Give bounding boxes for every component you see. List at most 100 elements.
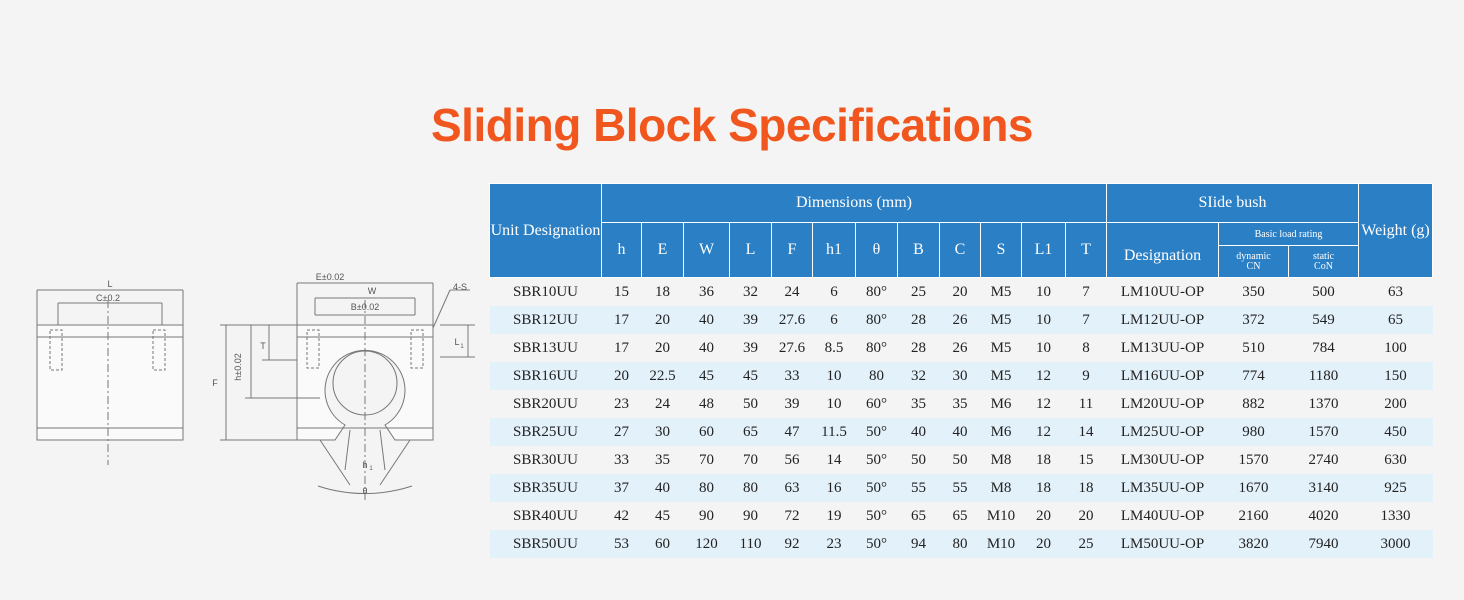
header-dim-h1: h1	[812, 222, 856, 278]
cell-weight: 100	[1384, 339, 1407, 356]
cell-theta: 80°	[866, 339, 887, 356]
cell-weight: 630	[1384, 451, 1407, 468]
cell-C: 65	[952, 507, 968, 524]
cell-S: M5	[980, 306, 1022, 334]
cell-h1: 14	[826, 451, 842, 468]
cell-h: 53	[601, 530, 642, 558]
header-dim-C: C	[939, 222, 981, 278]
cell-B: 28	[897, 306, 940, 334]
cell-theta: 80	[855, 362, 898, 390]
cell-T: 11	[1078, 395, 1094, 412]
cell-C: 20	[952, 283, 968, 300]
cell-designation: LM40UU-OP	[1120, 507, 1205, 524]
cell-E: 20	[655, 339, 670, 356]
table-row: SBR30UU 33 35 70 70 56 14 50° 50 50 M8 18 15 LM30UU-O…	[490, 446, 1433, 474]
cell-T: 14	[1065, 418, 1107, 446]
cell-F: 63	[771, 474, 813, 502]
cell-F: 47	[771, 418, 813, 446]
dim-C-label: C±0.2	[96, 293, 120, 303]
cell-S: M10	[986, 507, 1016, 524]
cell-L1: 20	[1021, 530, 1066, 558]
cell-h: 17	[614, 339, 629, 356]
cell-h1: 8.5	[824, 339, 844, 356]
header-static-label: static	[1312, 250, 1335, 262]
cell-dynamic: 980	[1218, 418, 1289, 446]
cell-h1: 11.5	[812, 418, 856, 446]
cell-L1: 12	[1036, 395, 1051, 412]
cell-theta: 80°	[855, 306, 898, 334]
cell-T: 7	[1065, 306, 1107, 334]
cell-theta: 50°	[855, 530, 898, 558]
cell-C: 26	[939, 306, 981, 334]
cell-L: 45	[729, 362, 772, 390]
cell-h1: 10	[826, 395, 842, 412]
header-static-unit: CoN	[1314, 260, 1333, 272]
cell-S: M8	[980, 474, 1022, 502]
cell-h: 15	[614, 283, 629, 300]
table-row: SBR35UU 37 40 80 80 63 16 50° 55 55 M8 18 18 LM35UU-O…	[489, 474, 1433, 502]
cell-L1: 12	[1021, 418, 1066, 446]
cell-L1: 18	[1036, 451, 1051, 468]
spec-table: Unit Designation Dimensions (mm) SIide b…	[489, 183, 1433, 558]
cell-h1: 10	[812, 362, 856, 390]
cell-L: 39	[743, 339, 758, 356]
cell-B: 50	[911, 451, 926, 468]
cell-L: 65	[729, 418, 772, 446]
cell-dynamic: 2160	[1238, 507, 1269, 524]
cell-dynamic: 1670	[1218, 474, 1289, 502]
cell-unit: SBR50UU	[489, 530, 602, 558]
header-dim-L1: L1	[1021, 222, 1066, 278]
cell-weight: 65	[1358, 306, 1433, 334]
table-row: SBR16UU 20 22.5 45 45 33 10 80 32 30 M5 12 9 LM16UU-O…	[489, 362, 1433, 390]
cell-W: 40	[683, 306, 730, 334]
cell-T: 8	[1082, 339, 1090, 356]
cell-E: 22.5	[641, 362, 684, 390]
cell-C: 30	[939, 362, 981, 390]
cell-unit: SBR13UU	[512, 339, 579, 356]
cell-C: 80	[939, 530, 981, 558]
cell-T: 20	[1078, 507, 1094, 524]
cell-h: 33	[614, 451, 629, 468]
cell-designation: LM35UU-OP	[1106, 474, 1219, 502]
cell-unit: SBR10UU	[512, 283, 579, 300]
cell-designation: LM13UU-OP	[1120, 339, 1205, 356]
cell-theta: 80°	[866, 283, 887, 300]
cell-dynamic: 350	[1242, 283, 1265, 300]
cell-static: 1570	[1288, 418, 1359, 446]
cell-theta: 50°	[855, 418, 898, 446]
cell-theta: 50°	[855, 474, 898, 502]
cell-F: 56	[784, 451, 800, 468]
dim-h-label: h±0.02	[233, 353, 243, 380]
dim-B-label: B±0.02	[351, 302, 379, 312]
table-row: SBR25UU 27 30 60 65 47 11.5 50° 40 40 M6 12 14 LM25UU…	[489, 418, 1433, 446]
cell-T: 7	[1082, 283, 1090, 300]
cell-E: 45	[655, 507, 670, 524]
cell-B: 28	[911, 339, 926, 356]
cell-weight: 3000	[1358, 530, 1433, 558]
cell-weight: 450	[1358, 418, 1433, 446]
cell-C: 50	[952, 451, 968, 468]
cell-h1: 23	[812, 530, 856, 558]
cell-E: 20	[641, 306, 684, 334]
cell-static: 500	[1312, 283, 1335, 300]
dim-L1-label: L	[454, 337, 459, 347]
table-row: SBR10UU 15 18 36 32 24 6 80° 25 20 M5 10 7 LM10UU-OP 3…	[490, 278, 1433, 307]
cell-E: 24	[655, 395, 670, 412]
cell-B: 40	[897, 418, 940, 446]
cell-B: 32	[897, 362, 940, 390]
header-dim-T: T	[1065, 222, 1107, 278]
cell-h: 23	[614, 395, 629, 412]
cell-designation: LM30UU-OP	[1120, 451, 1205, 468]
header-dim-S: S	[980, 222, 1022, 278]
cell-S: M6	[980, 418, 1022, 446]
cell-L: 50	[743, 395, 758, 412]
cell-unit: SBR16UU	[489, 362, 602, 390]
cell-L: 70	[743, 451, 758, 468]
cell-unit: SBR25UU	[489, 418, 602, 446]
cell-weight: 150	[1358, 362, 1433, 390]
cell-theta: 60°	[866, 395, 887, 412]
dim-T-label: T	[260, 341, 266, 351]
cell-weight: 925	[1358, 474, 1433, 502]
cell-h: 20	[601, 362, 642, 390]
cell-L: 39	[729, 306, 772, 334]
